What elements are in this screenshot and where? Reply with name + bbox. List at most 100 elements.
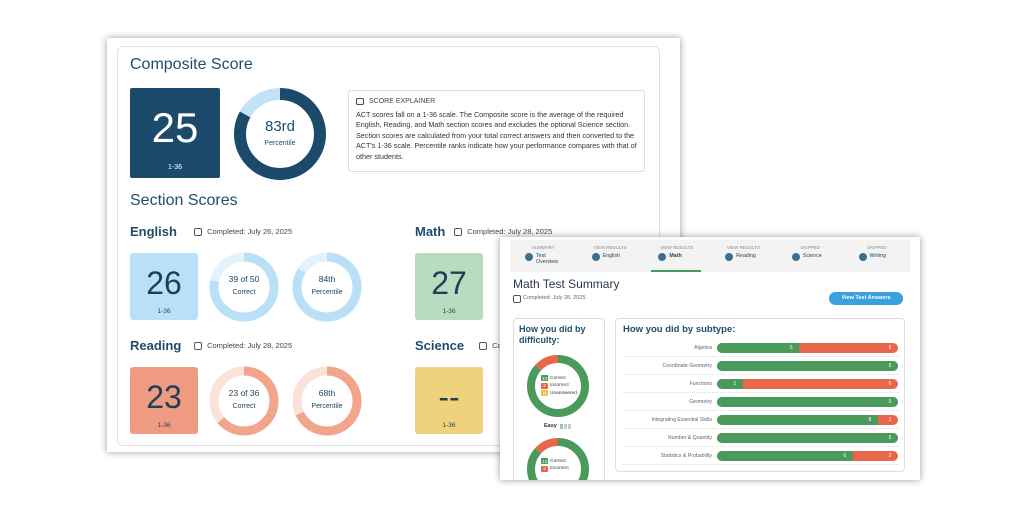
percentile-caption: Percentile [311, 289, 343, 296]
summary-completed: Completed: July 28, 2025 [523, 295, 586, 301]
calendar-icon [479, 342, 488, 350]
tab-label: Reading [736, 253, 756, 259]
donut [527, 355, 589, 417]
legend-count: 2 [543, 466, 546, 471]
composite-title: Composite Score [130, 56, 253, 73]
difficulty-icon [564, 424, 567, 429]
correct-caption: Correct [232, 289, 256, 296]
difficulty-icon [568, 424, 571, 429]
correct-bar [717, 343, 800, 353]
tab[interactable]: SUMMARY Test Overview [510, 240, 577, 272]
legend-count: 13 [541, 458, 547, 464]
tab-status: SKIPPED [867, 245, 887, 250]
section-score: 27 [431, 265, 467, 301]
percentile-caption: Percentile [311, 403, 343, 410]
tab-icon [525, 253, 533, 261]
donut-segment [292, 366, 362, 436]
subtype-name: Statistics & Probability [660, 453, 712, 459]
tab-bar [510, 240, 910, 272]
incorrect-bar [717, 379, 898, 389]
correct-bar [717, 433, 898, 443]
button-label: View Test Answers [841, 295, 891, 301]
view-answers-button[interactable]: View Test Answers [829, 292, 903, 305]
subtype-bar [717, 433, 898, 443]
subtype-bar [717, 343, 898, 353]
tab[interactable]: VIEW RESULTS Math [643, 240, 710, 272]
subtype-card [615, 318, 905, 472]
donut [209, 366, 279, 436]
composite-score: 25 [151, 104, 199, 151]
sections-title: Section Scores [130, 192, 238, 209]
section-scale: 1-36 [157, 308, 171, 315]
composite-scale: 1-36 [167, 164, 182, 171]
explainer-icon [356, 98, 364, 105]
tab-status: VIEW RESULTS [660, 245, 694, 250]
subtype-bar [717, 379, 898, 389]
tab[interactable]: VIEW RESULTS Reading [710, 240, 777, 272]
section-name: Math [415, 224, 446, 239]
summary-title: Math Test Summary [513, 277, 620, 291]
donut [527, 438, 589, 480]
tab-status: VIEW RESULTS [593, 245, 627, 250]
tab[interactable]: SKIPPED Writing [844, 240, 911, 272]
correct-bar [717, 451, 853, 461]
subtype-name: Algebra [694, 345, 712, 351]
calendar-icon [454, 228, 463, 236]
tab-active-underline [651, 270, 702, 272]
correct-count: 1 [733, 381, 737, 387]
donut-segment [527, 355, 589, 417]
section-completed: Completed: July 26, 2025 [207, 227, 293, 236]
correct-bar [717, 415, 878, 425]
tab-icon [858, 253, 867, 261]
legend-count: 0 [543, 390, 546, 396]
incorrect-count: 2 [888, 453, 892, 459]
subtype-heading: How you did by subtype: [623, 324, 736, 335]
subtype-name: Integrating Essential Skills [651, 417, 712, 423]
section-score-box: 27 1-36 [415, 253, 483, 320]
correct-bar [717, 379, 743, 389]
section-name: Reading [130, 338, 182, 353]
subtype-name: Coordinate Geometry [662, 363, 712, 369]
calendar-icon [513, 295, 521, 303]
section-scale: 1-36 [442, 308, 456, 315]
correct-label: 39 of 50 [228, 274, 260, 284]
legend-swatch: 2 [541, 465, 548, 472]
difficulty-name: Easy [544, 423, 557, 429]
section-score: -- [438, 379, 460, 415]
legend-swatch: 13 [541, 375, 548, 381]
row-separator [623, 374, 899, 375]
correct-count: 6 [843, 453, 847, 459]
correct-label: 23 of 36 [228, 388, 260, 398]
difficulty-icon [560, 424, 563, 429]
section-score: 23 [146, 379, 182, 415]
subtype-bar [717, 415, 898, 425]
subtype-bar [717, 397, 898, 407]
row-separator [623, 392, 899, 393]
legend-label: Incorrect [550, 383, 569, 388]
section-completed: Completed: July 28, 2025 [207, 341, 293, 350]
subtype-name: Number & Quantity [667, 435, 712, 441]
correct-bar-edge [872, 415, 878, 425]
row-separator [623, 446, 899, 447]
calendar-icon [194, 342, 203, 350]
correct-count: 5 [888, 435, 892, 441]
tab[interactable]: SKIPPED Science [777, 240, 844, 272]
tab-status: SKIPPED [800, 245, 820, 250]
donut-segment [209, 366, 279, 436]
composite-percentile: 83rd [264, 118, 296, 135]
donut [292, 366, 362, 436]
explainer-heading: SCORE EXPLAINER [369, 98, 436, 105]
legend-count: 2 [543, 383, 546, 388]
tab-icon [658, 253, 667, 261]
tab[interactable]: VIEW RESULTS English [577, 240, 644, 272]
tab-label: Writing [869, 253, 886, 259]
correct-bar-edge [737, 379, 743, 389]
correct-bar-edge [847, 451, 853, 461]
row-separator [623, 410, 899, 411]
legend-swatch: 13 [541, 458, 548, 464]
percentile-label: 68th [318, 388, 336, 398]
tab-label: English [602, 253, 621, 259]
donut-segment [292, 252, 362, 322]
tab-icon [725, 253, 734, 261]
tab-label: Math [669, 253, 682, 259]
